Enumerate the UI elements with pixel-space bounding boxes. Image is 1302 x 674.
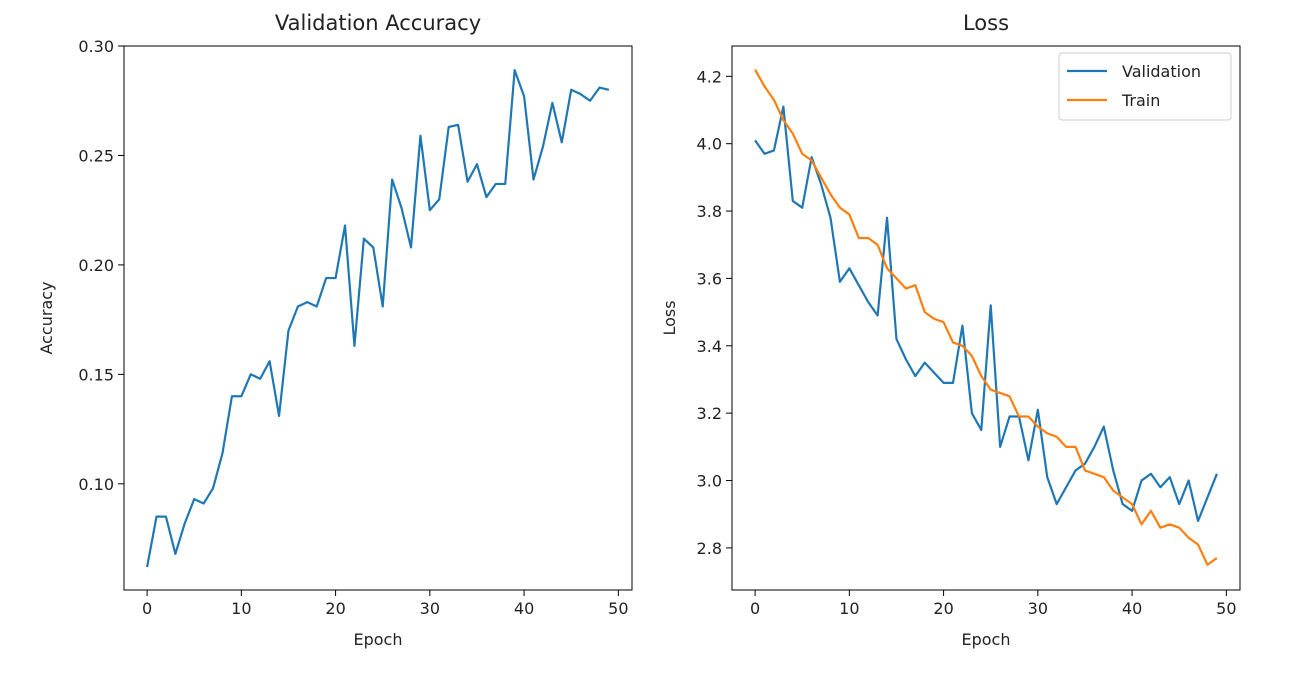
- accuracy-x-tick-label: 10: [231, 599, 251, 618]
- loss-y-tick-label: 2.8: [697, 539, 722, 558]
- loss-y-tick-label: 3.6: [697, 269, 722, 288]
- accuracy-x-tick-label: 40: [514, 599, 534, 618]
- accuracy-x-tick-label: 20: [325, 599, 345, 618]
- accuracy-y-axis-label: Accuracy: [37, 281, 56, 354]
- loss-y-tick-label: 3.8: [697, 202, 722, 221]
- loss-y-tick-label: 3.2: [697, 404, 722, 423]
- loss-x-tick-label: 40: [1122, 599, 1142, 618]
- accuracy-chart-title: Validation Accuracy: [275, 11, 481, 35]
- loss-legend: Validation Train: [1058, 52, 1232, 121]
- loss-plot-area: [754, 69, 1218, 566]
- accuracy-accuracy-line: [146, 68, 610, 568]
- loss-x-tick-label: 30: [1028, 599, 1048, 618]
- accuracy-x-axis-label: Epoch: [354, 630, 403, 649]
- accuracy-x-tick-label: 30: [420, 599, 440, 618]
- accuracy-y-tick-label: 0.10: [78, 475, 114, 494]
- loss-chart-title: Loss: [963, 11, 1009, 35]
- legend-box: [1058, 52, 1232, 121]
- loss-panel: 0 10 20 30 40 50 2.8 3.0 3.2 3.4 3.6 3.8 4.0 4.2 Los…: [660, 11, 1241, 649]
- loss-x-tick-label: 0: [750, 599, 760, 618]
- accuracy-y-tick-label: 0.15: [78, 365, 114, 384]
- accuracy-axes-frame: [123, 45, 633, 591]
- accuracy-plot-area: [146, 68, 610, 568]
- legend-train-label: Train: [1121, 91, 1160, 110]
- loss-axes-frame: [731, 45, 1241, 591]
- loss-x-ticks: 0 10 20 30 40 50: [750, 590, 1237, 618]
- accuracy-y-tick-label: 0.30: [78, 37, 114, 56]
- loss-y-ticks: 2.8 3.0 3.2 3.4 3.6 3.8 4.0 4.2: [697, 67, 732, 558]
- accuracy-x-tick-label: 50: [608, 599, 628, 618]
- loss-y-axis-label: Loss: [660, 300, 679, 335]
- loss-train-line: [754, 69, 1218, 566]
- loss-y-tick-label: 3.4: [697, 337, 722, 356]
- loss-y-tick-label: 4.2: [697, 67, 722, 86]
- accuracy-x-ticks: 0 10 20 30 40 50: [142, 590, 629, 618]
- accuracy-y-tick-label: 0.20: [78, 256, 114, 275]
- loss-x-tick-label: 50: [1216, 599, 1236, 618]
- accuracy-y-tick-label: 0.25: [78, 146, 114, 165]
- loss-validation-line: [754, 105, 1218, 523]
- legend-validation-label: Validation: [1122, 62, 1201, 81]
- accuracy-y-ticks: 0.10 0.15 0.20 0.25 0.30: [78, 37, 124, 494]
- accuracy-panel: 0 10 20 30 40 50 0.10 0.15 0.20 0.25 0.30 Validat…: [37, 11, 633, 649]
- loss-x-tick-label: 20: [933, 599, 953, 618]
- loss-x-axis-label: Epoch: [962, 630, 1011, 649]
- loss-x-tick-label: 10: [839, 599, 859, 618]
- accuracy-x-tick-label: 0: [142, 599, 152, 618]
- loss-y-tick-label: 3.0: [697, 472, 722, 491]
- loss-y-tick-label: 4.0: [697, 135, 722, 154]
